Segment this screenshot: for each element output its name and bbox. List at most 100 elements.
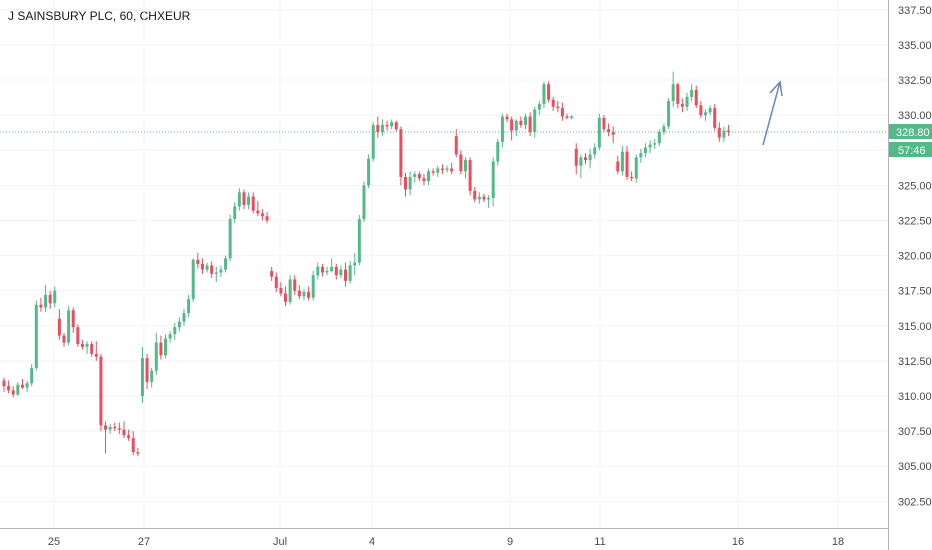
candle-body	[177, 321, 181, 328]
candle-body	[237, 192, 241, 207]
candle-body	[80, 344, 84, 347]
candle	[173, 322, 177, 340]
overlay: 328.80 57:46	[0, 80, 932, 157]
candle	[339, 265, 343, 279]
candle	[168, 331, 172, 343]
candle-body	[523, 116, 527, 125]
candle	[302, 289, 306, 301]
candle-body	[11, 390, 15, 395]
candle-body	[279, 287, 283, 294]
candle	[491, 157, 495, 207]
candle-body	[371, 124, 375, 159]
candle	[39, 297, 43, 312]
candle-body	[219, 269, 223, 273]
candle	[597, 113, 601, 151]
candle-body	[657, 132, 661, 144]
x-tick-label: 16	[732, 536, 744, 548]
candle-body	[57, 318, 61, 336]
candle	[311, 271, 315, 301]
candle	[611, 126, 615, 144]
candle	[533, 106, 537, 138]
candle	[482, 193, 486, 203]
countdown-tag	[889, 142, 932, 157]
candle	[722, 126, 726, 142]
candle-body	[394, 122, 398, 130]
candle	[703, 109, 707, 121]
candle-body	[293, 279, 297, 291]
candle-body	[574, 148, 578, 166]
y-tick-label: 305.00	[898, 461, 932, 473]
candle	[690, 84, 694, 102]
candle	[76, 324, 80, 347]
candle	[450, 162, 454, 175]
candle-body	[496, 141, 500, 162]
candle	[62, 332, 66, 347]
candle	[205, 262, 209, 273]
candle-body	[362, 185, 366, 220]
candle	[413, 171, 417, 183]
candle-body	[533, 109, 537, 132]
x-tick-label: 18	[832, 536, 844, 548]
candle-body	[39, 304, 43, 308]
candle	[399, 126, 403, 186]
candle-body	[16, 384, 20, 395]
candle	[680, 98, 684, 113]
candle	[57, 308, 61, 340]
candle-body	[34, 304, 38, 368]
candle	[496, 139, 500, 166]
candle-body	[593, 147, 597, 155]
x-tick-label: 9	[507, 536, 513, 548]
candle-body	[607, 129, 611, 132]
candle-body	[583, 157, 587, 161]
candle	[270, 266, 274, 281]
candle-body	[717, 127, 721, 138]
last-price-tag	[889, 124, 932, 139]
candle-body	[325, 271, 329, 273]
candle-body	[7, 386, 11, 391]
candle	[699, 101, 703, 118]
candle	[191, 258, 195, 302]
candle-body	[173, 327, 177, 335]
candle-body	[214, 272, 218, 274]
candle-body	[477, 196, 481, 200]
candle	[279, 282, 283, 297]
candle	[80, 339, 84, 350]
candle	[113, 422, 117, 432]
candle-body	[560, 108, 564, 117]
candle	[477, 192, 481, 204]
grid	[0, 0, 888, 528]
candle	[367, 154, 371, 189]
candle	[20, 379, 24, 389]
candle	[519, 116, 523, 128]
candle	[422, 174, 426, 186]
candle	[325, 266, 329, 276]
candle-body	[602, 117, 606, 130]
candle	[320, 264, 324, 277]
candle	[210, 261, 214, 279]
candle-body	[265, 216, 269, 221]
candle	[630, 171, 634, 182]
candle	[537, 101, 541, 116]
candle-body	[242, 192, 246, 206]
x-tick-label: 27	[138, 536, 150, 548]
y-tick-label: 317.50	[898, 286, 932, 298]
candle-body	[348, 265, 352, 281]
candle	[214, 266, 218, 283]
candle-body	[427, 171, 431, 182]
candle-body	[537, 103, 541, 110]
candle-body	[71, 310, 75, 328]
arrow-annotation[interactable]	[762, 80, 783, 146]
candle	[242, 189, 246, 210]
y-tick-label: 315.00	[898, 321, 932, 333]
candle	[643, 143, 647, 158]
y-tick-label: 302.50	[898, 496, 932, 508]
candle	[694, 85, 698, 109]
candle	[265, 212, 269, 224]
candle	[108, 424, 112, 434]
candle-body	[699, 105, 703, 116]
candle	[657, 129, 661, 147]
candle-body	[154, 342, 158, 371]
candle	[297, 285, 301, 300]
candle-body	[454, 136, 458, 155]
